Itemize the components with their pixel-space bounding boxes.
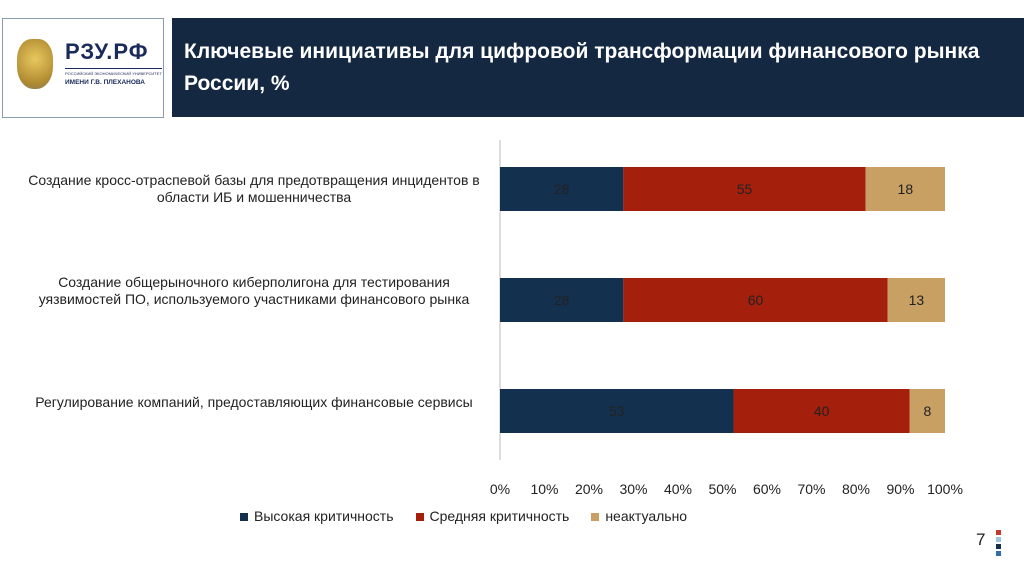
bar-segment (733, 389, 910, 433)
legend: Высокая критичность Средняя критичность … (240, 508, 687, 524)
category-label: Создание кросс-отраспевой базы для предо… (28, 172, 480, 205)
bar-segment (623, 167, 866, 211)
x-tick-label: 60% (753, 481, 781, 497)
legend-item: неактуально (591, 508, 687, 524)
data-label: 60 (748, 292, 764, 308)
decor-square (996, 537, 1001, 542)
bar-segment (623, 278, 888, 322)
bar-segment (865, 167, 945, 211)
decor-square (996, 544, 1001, 549)
data-label: 18 (898, 181, 914, 197)
category-label: Создание общерыночного киберполигона для… (38, 274, 470, 307)
x-tick-label: 100% (927, 481, 963, 497)
bar-segment (909, 389, 945, 433)
data-label: 53 (609, 403, 625, 419)
data-label: 28 (554, 292, 570, 308)
data-label: 40 (814, 403, 830, 419)
page-title: Ключевые инициативы для цифровой трансфо… (184, 40, 980, 95)
page-number: 7 (976, 530, 986, 549)
x-tick-label: 70% (797, 481, 825, 497)
bar-segment (500, 389, 734, 433)
data-label: 8 (923, 403, 931, 419)
category-label: Регулирование компаний, предоставляющих … (35, 394, 473, 410)
decor-square (996, 530, 1001, 535)
data-label: 13 (909, 292, 925, 308)
bar-segment (887, 278, 945, 322)
x-tick-label: 30% (619, 481, 647, 497)
data-label: 55 (737, 181, 753, 197)
logo-subtitle-2: ИМЕНИ Г.В. ПЛЕХАНОВА (65, 79, 145, 86)
logo-subtitle: РОССИЙСКИЙ ЭКОНОМИЧЕСКИЙ УНИВЕРСИТЕТ (65, 68, 162, 76)
title-bar: Ключевые инициативы для цифровой трансфо… (172, 18, 1024, 117)
x-tick-label: 10% (530, 481, 558, 497)
x-tick-label: 50% (708, 481, 736, 497)
data-label: 28 (554, 181, 570, 197)
legend-item: Средняя критичность (415, 508, 569, 524)
legend-item: Высокая критичность (240, 508, 394, 524)
logo-text: РЗУ.РФ (65, 39, 149, 64)
decor-square (996, 551, 1001, 556)
x-tick-label: 90% (886, 481, 914, 497)
x-tick-label: 40% (664, 481, 692, 497)
bar-segment (500, 167, 624, 211)
emblem-icon (17, 39, 53, 89)
x-tick-label: 20% (575, 481, 603, 497)
logo: РЗУ.РФ РОССИЙСКИЙ ЭКОНОМИЧЕСКИЙ УНИВЕРСИ… (2, 18, 164, 118)
x-tick-label: 0% (490, 481, 510, 497)
x-tick-label: 80% (842, 481, 870, 497)
bar-segment (500, 278, 624, 322)
